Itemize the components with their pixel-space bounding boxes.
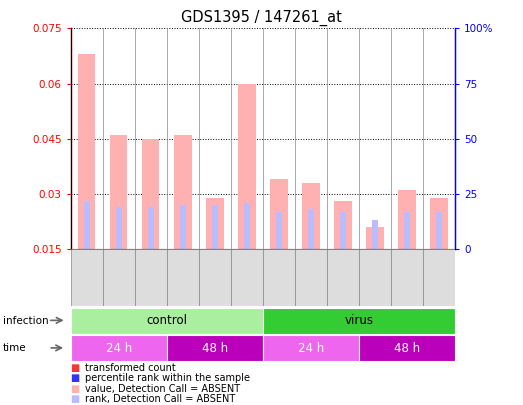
Bar bbox=[174, 135, 191, 249]
Bar bbox=[110, 135, 128, 249]
Bar bbox=[212, 205, 218, 249]
Bar bbox=[340, 211, 346, 249]
Bar bbox=[302, 183, 320, 249]
Text: virus: virus bbox=[345, 314, 373, 328]
Text: 48 h: 48 h bbox=[202, 341, 228, 355]
Bar bbox=[238, 83, 256, 249]
Bar bbox=[359, 249, 391, 306]
Bar bbox=[334, 201, 351, 249]
Bar bbox=[135, 249, 167, 306]
Bar bbox=[244, 203, 249, 249]
Text: rank, Detection Call = ABSENT: rank, Detection Call = ABSENT bbox=[85, 394, 235, 404]
Text: value, Detection Call = ABSENT: value, Detection Call = ABSENT bbox=[85, 384, 241, 394]
Bar bbox=[270, 179, 288, 249]
Bar bbox=[263, 335, 359, 361]
Bar bbox=[167, 335, 263, 361]
Bar bbox=[71, 308, 263, 334]
Bar bbox=[148, 207, 154, 249]
Text: GDS1395 / 147261_at: GDS1395 / 147261_at bbox=[181, 10, 342, 26]
Bar bbox=[359, 335, 455, 361]
Bar bbox=[295, 249, 327, 306]
Bar bbox=[391, 249, 423, 306]
Bar bbox=[71, 335, 167, 361]
Bar bbox=[206, 198, 223, 249]
Bar bbox=[103, 249, 135, 306]
Text: 48 h: 48 h bbox=[394, 341, 420, 355]
Bar bbox=[263, 308, 455, 334]
Text: 24 h: 24 h bbox=[106, 341, 132, 355]
Bar bbox=[71, 249, 103, 306]
Bar bbox=[366, 227, 384, 249]
Bar bbox=[327, 249, 359, 306]
Bar bbox=[276, 211, 282, 249]
Bar bbox=[199, 249, 231, 306]
Bar bbox=[372, 220, 378, 249]
Bar bbox=[231, 249, 263, 306]
Bar bbox=[398, 190, 416, 249]
Bar bbox=[436, 211, 442, 249]
Text: transformed count: transformed count bbox=[85, 363, 176, 373]
Bar bbox=[142, 139, 160, 249]
Text: ■: ■ bbox=[71, 373, 80, 383]
Text: time: time bbox=[3, 343, 26, 353]
Bar bbox=[167, 249, 199, 306]
Text: percentile rank within the sample: percentile rank within the sample bbox=[85, 373, 250, 383]
Text: ■: ■ bbox=[71, 363, 80, 373]
Text: ■: ■ bbox=[71, 384, 80, 394]
Bar bbox=[308, 209, 314, 249]
Bar bbox=[263, 249, 295, 306]
Text: control: control bbox=[146, 314, 187, 328]
Bar bbox=[78, 54, 95, 249]
Bar bbox=[430, 198, 448, 249]
Bar bbox=[404, 211, 410, 249]
Bar bbox=[423, 249, 455, 306]
Text: 24 h: 24 h bbox=[298, 341, 324, 355]
Text: ■: ■ bbox=[71, 394, 80, 404]
Text: infection: infection bbox=[3, 316, 48, 326]
Bar bbox=[84, 200, 89, 249]
Bar bbox=[116, 207, 121, 249]
Bar bbox=[180, 205, 186, 249]
